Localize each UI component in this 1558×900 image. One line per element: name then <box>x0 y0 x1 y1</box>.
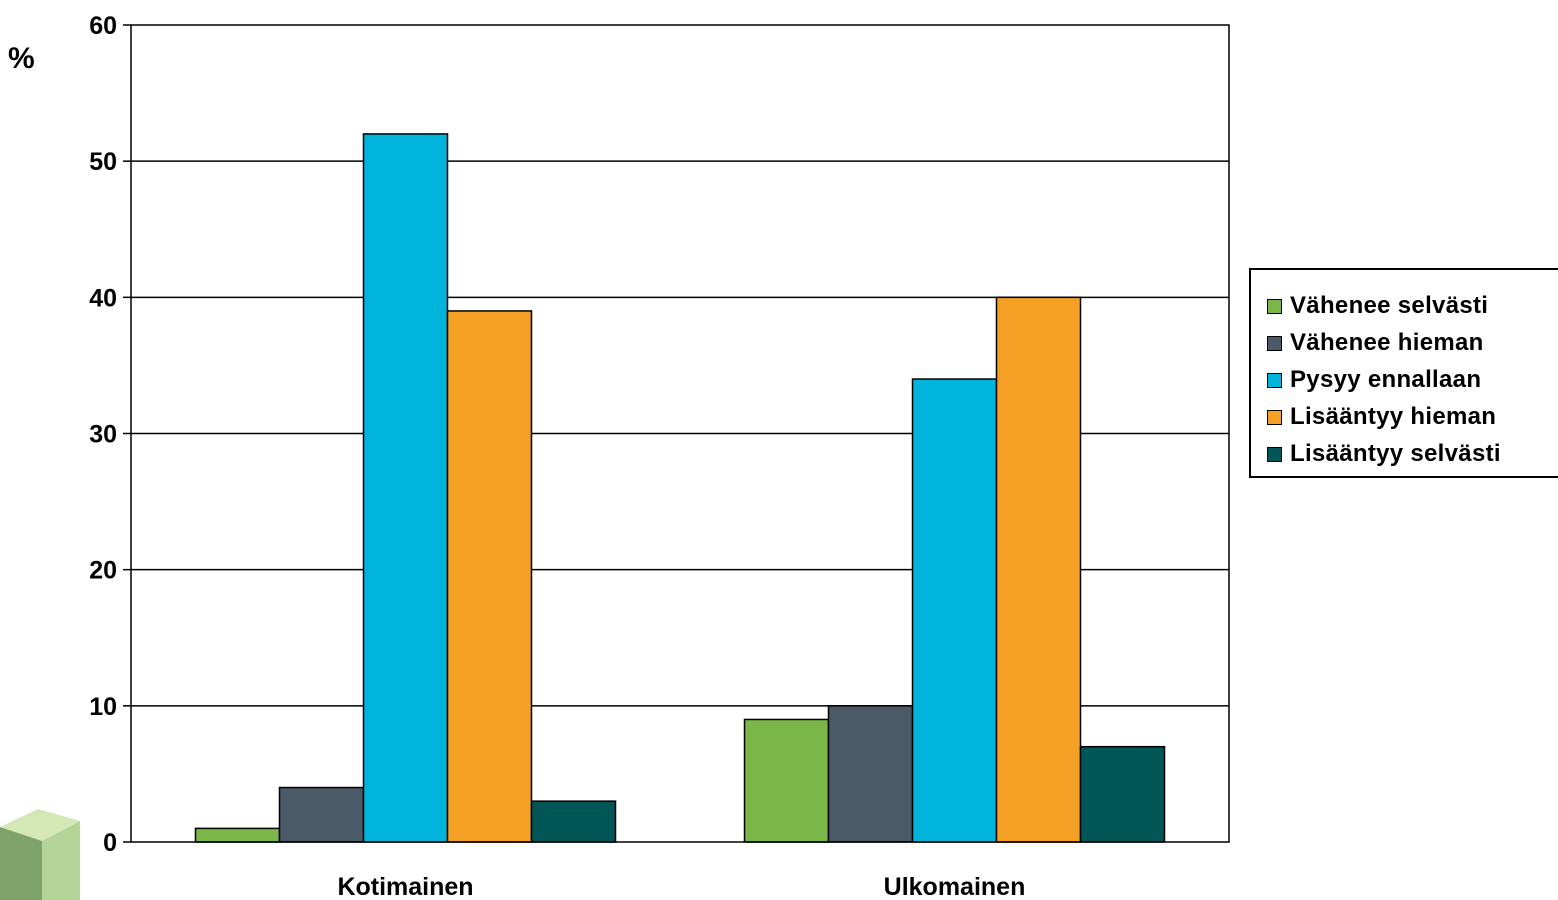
bar <box>995 296 1082 843</box>
x-tick-label: Ulkomainen <box>884 873 1026 900</box>
bar <box>362 133 449 843</box>
bar <box>743 718 830 843</box>
x-tick-label: Kotimainen <box>337 873 473 900</box>
y-tick-label: 40 <box>89 284 117 312</box>
y-tick-label: 50 <box>89 148 117 176</box>
legend-label: Lisääntyy hieman <box>1290 403 1497 430</box>
legend-swatch <box>1267 409 1282 425</box>
y-tick-label: 30 <box>89 421 117 449</box>
bar <box>194 827 281 843</box>
legend-item-2: Vähenee hieman <box>1267 325 1484 361</box>
green-cube-logo <box>0 809 80 900</box>
y-tick-label: 0 <box>103 829 117 857</box>
legend-label: Vähenee hieman <box>1290 329 1484 356</box>
legend: Vähenee selvästi Vähenee hieman Pysyy en… <box>1249 268 1558 478</box>
bar <box>911 378 998 843</box>
bar <box>278 786 365 843</box>
bar <box>446 310 533 843</box>
legend-label: Lisääntyy selvästi <box>1290 440 1501 467</box>
legend-item-3: Pysyy ennallaan <box>1267 362 1481 398</box>
y-tick-label: 10 <box>89 693 117 721</box>
tick-labels: 0 10 20 30 40 50 60 Kotimainen Ulkomainen <box>89 12 1025 900</box>
legend-item-1: Vähenee selvästi <box>1267 288 1488 324</box>
bar <box>827 705 914 843</box>
legend-label: Pysyy ennallaan <box>1290 366 1482 393</box>
legend-swatch <box>1267 298 1282 314</box>
y-tick-label: 60 <box>89 12 117 40</box>
legend-label: Vähenee selvästi <box>1290 292 1489 319</box>
legend-swatch <box>1267 335 1282 351</box>
bar <box>530 800 617 843</box>
y-tick-label: 20 <box>89 557 117 585</box>
plot-frame <box>130 24 1230 843</box>
legend-swatch <box>1267 446 1282 462</box>
legend-item-5: Lisääntyy selvästi <box>1267 436 1501 472</box>
y-axis-label: % <box>8 42 35 75</box>
legend-swatch <box>1267 372 1282 388</box>
legend-item-4: Lisääntyy hieman <box>1267 399 1496 435</box>
axes <box>123 24 1230 843</box>
bars <box>194 133 1166 843</box>
bar <box>1079 745 1166 843</box>
